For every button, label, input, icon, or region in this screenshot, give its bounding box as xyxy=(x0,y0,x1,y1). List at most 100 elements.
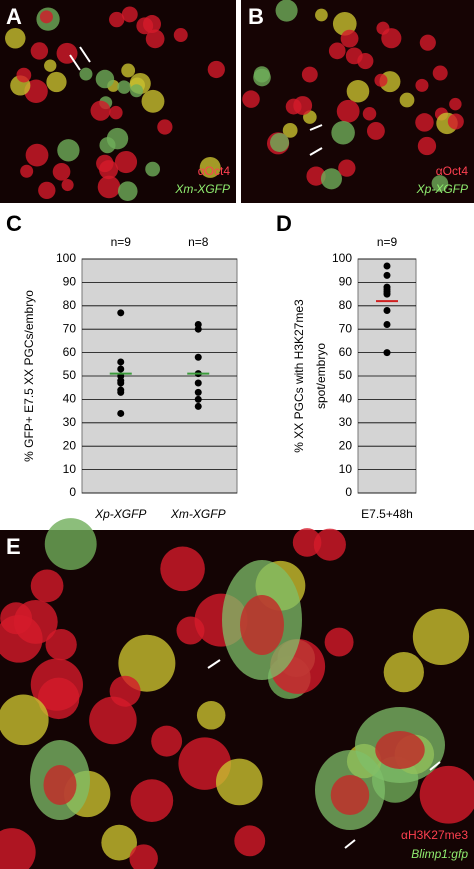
cell xyxy=(52,162,71,181)
cell xyxy=(357,52,374,70)
cell xyxy=(346,79,370,103)
cell xyxy=(199,156,221,178)
dot xyxy=(117,388,125,396)
cell xyxy=(97,175,121,199)
cell xyxy=(129,84,144,98)
y-tick-label: 20 xyxy=(339,438,353,452)
cell xyxy=(57,139,80,162)
cell xyxy=(79,67,93,81)
cell xyxy=(130,779,174,822)
arrow xyxy=(344,839,356,849)
cell xyxy=(157,119,173,135)
panel-label: B xyxy=(248,4,264,29)
cell xyxy=(419,34,436,51)
cell xyxy=(136,17,154,35)
nucleus xyxy=(240,595,284,655)
cell xyxy=(38,181,56,200)
cell xyxy=(338,159,356,177)
cell xyxy=(196,701,226,730)
cell xyxy=(101,824,138,861)
cell xyxy=(121,6,138,23)
y-tick-label: 80 xyxy=(63,298,77,312)
y-tick-label: 40 xyxy=(339,392,353,406)
cell xyxy=(13,599,58,644)
y-axis-label: % GFP+ E7.5 XX PGCs/embryo xyxy=(22,290,36,462)
cell xyxy=(275,0,298,22)
cell xyxy=(0,694,49,746)
cell xyxy=(292,528,322,557)
cell xyxy=(362,107,377,121)
cell xyxy=(282,122,298,138)
nucleus xyxy=(43,765,77,805)
cell xyxy=(306,166,326,186)
genotype-label: Blimp1:gfp xyxy=(411,847,468,861)
cell xyxy=(331,120,355,145)
cell xyxy=(207,60,225,79)
cell xyxy=(415,78,429,92)
cell xyxy=(332,11,357,36)
x-tick-label: Xm-XGFP xyxy=(170,507,226,521)
cell xyxy=(109,11,125,28)
dot xyxy=(194,402,202,410)
panel-label: A xyxy=(6,4,22,29)
cell xyxy=(270,132,290,153)
stain-label: αOct4 xyxy=(436,164,469,178)
x-tick-label: E7.5+48h xyxy=(361,507,413,521)
dot xyxy=(383,271,391,279)
cell xyxy=(301,66,318,83)
panel-label: E xyxy=(6,534,21,559)
y-tick-label: 10 xyxy=(339,462,353,476)
cell xyxy=(117,181,138,201)
cell xyxy=(30,658,83,711)
nucleus xyxy=(330,775,370,815)
cell xyxy=(106,127,129,150)
cell xyxy=(5,28,26,49)
nucleus xyxy=(375,731,425,769)
count-label: n=8 xyxy=(188,235,209,249)
y-tick-label: 90 xyxy=(339,275,353,289)
cell xyxy=(114,150,138,174)
y-tick-label: 60 xyxy=(63,345,77,359)
cell xyxy=(320,168,342,190)
cell xyxy=(173,28,188,42)
cell xyxy=(383,651,424,693)
dot xyxy=(194,388,202,396)
cell xyxy=(141,89,165,113)
dot xyxy=(383,321,391,329)
cell xyxy=(242,90,260,108)
cell xyxy=(89,696,137,745)
cell xyxy=(45,629,77,661)
dot xyxy=(117,309,125,317)
y-tick-label: 30 xyxy=(63,415,77,429)
cell xyxy=(46,71,67,93)
cell xyxy=(313,528,346,561)
cell xyxy=(419,765,474,824)
y-tick-label: 70 xyxy=(339,321,353,335)
y-tick-label: 10 xyxy=(63,462,77,476)
dot xyxy=(117,358,125,366)
cell xyxy=(336,99,360,123)
arrow xyxy=(69,54,81,71)
y-tick-label: 0 xyxy=(345,485,352,499)
y-tick-label: 30 xyxy=(339,415,353,429)
cell xyxy=(90,100,111,121)
dot xyxy=(194,353,202,361)
stain-label: αOct4 xyxy=(198,164,231,178)
panel-label: D xyxy=(276,211,292,236)
cell xyxy=(366,122,385,140)
dot xyxy=(383,290,391,298)
panel-label: C xyxy=(6,211,22,236)
y-axis-label: % XX PGCs with H3K27me3 xyxy=(292,299,306,453)
y-axis-label: spot/embryo xyxy=(314,343,328,409)
cell xyxy=(376,21,390,35)
y-tick-label: 0 xyxy=(69,485,76,499)
cell xyxy=(145,161,161,177)
cell xyxy=(340,29,359,48)
cell xyxy=(117,80,131,94)
cell xyxy=(215,758,263,806)
count-label: n=9 xyxy=(377,235,398,249)
cell xyxy=(399,92,415,108)
cell xyxy=(324,627,354,657)
cell xyxy=(16,67,32,83)
